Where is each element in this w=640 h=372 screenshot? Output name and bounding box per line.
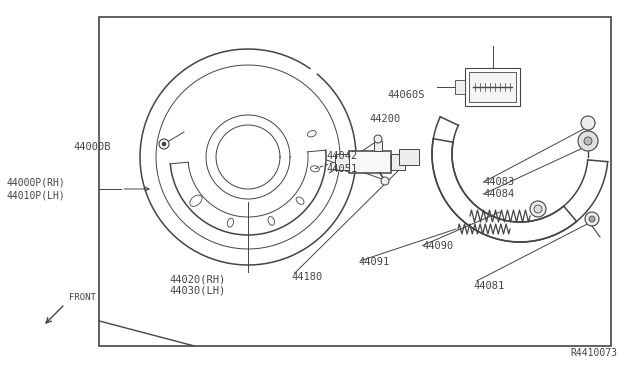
Bar <box>399 149 419 165</box>
Text: 44084: 44084 <box>483 189 515 199</box>
Text: FRONT: FRONT <box>69 293 96 302</box>
Text: 44090: 44090 <box>422 241 454 250</box>
Text: 44083: 44083 <box>483 177 515 187</box>
Circle shape <box>162 142 166 146</box>
Circle shape <box>530 201 546 217</box>
Bar <box>455 80 465 94</box>
Text: 44030(LH): 44030(LH) <box>170 286 226 296</box>
Bar <box>465 68 520 106</box>
Bar <box>469 72 516 102</box>
Text: 44000B: 44000B <box>74 142 111 152</box>
Text: 44060S: 44060S <box>387 90 425 100</box>
Bar <box>99 17 611 346</box>
Bar <box>349 151 391 173</box>
Text: 44000P(RH): 44000P(RH) <box>6 177 65 187</box>
Text: 44180: 44180 <box>291 272 323 282</box>
Bar <box>335 154 349 170</box>
Text: 44200: 44200 <box>370 114 401 124</box>
Circle shape <box>381 177 389 185</box>
Text: 44051: 44051 <box>326 164 358 174</box>
Text: 44081: 44081 <box>474 282 505 291</box>
Circle shape <box>584 137 592 145</box>
Bar <box>391 154 405 170</box>
Text: 44010P(LH): 44010P(LH) <box>6 190 65 200</box>
Text: R4410073: R4410073 <box>571 348 618 358</box>
Circle shape <box>589 216 595 222</box>
Circle shape <box>578 131 598 151</box>
Bar <box>374 141 382 151</box>
Circle shape <box>374 135 382 143</box>
Text: 44091: 44091 <box>358 257 390 267</box>
Circle shape <box>585 212 599 226</box>
Circle shape <box>534 205 542 213</box>
Text: 44042: 44042 <box>326 151 358 161</box>
Text: 44020(RH): 44020(RH) <box>170 274 226 284</box>
Circle shape <box>581 116 595 130</box>
